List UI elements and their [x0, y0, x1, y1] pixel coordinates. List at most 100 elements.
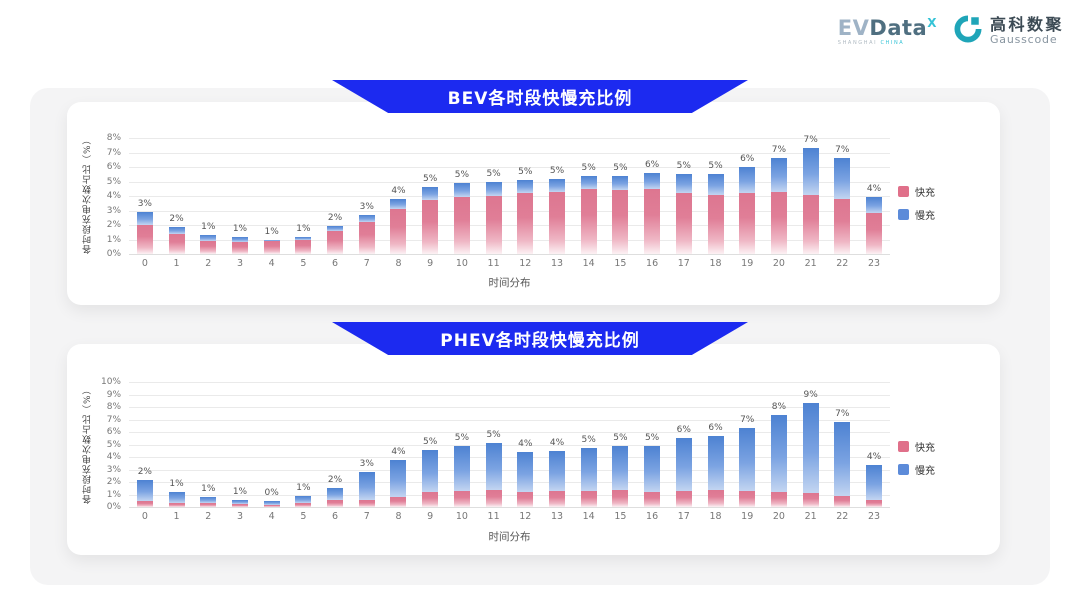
stacked-bar: [770, 158, 787, 254]
gridline: [129, 494, 890, 496]
stacked-bar: [327, 488, 344, 507]
fast-charge-segment: [200, 503, 217, 507]
x-tick-label: 16: [646, 511, 659, 522]
bar-cell: 3%: [351, 138, 383, 254]
bev-plot-area: 3% 2% 1% 1% 1% 1% 2% 3% 4% 5% 5% 5% 5% 5% 5% 5% 6% 5% 5% 6%…: [129, 135, 890, 255]
legend-item-slow: 慢充: [898, 207, 974, 222]
bar-cell: 2%: [129, 382, 161, 507]
slow-charge-segment: [834, 422, 851, 496]
fast-charge-segment: [548, 191, 565, 254]
slow-charge-segment: [168, 492, 185, 503]
x-tick-label: 11: [487, 511, 500, 522]
slow-charge-segment: [422, 187, 439, 201]
x-tick-label: 22: [836, 258, 849, 269]
stacked-bar: [263, 501, 280, 507]
bar-cell: 4%: [509, 382, 541, 507]
x-tick-label: 3: [236, 511, 243, 522]
bar-cell: 6%: [700, 382, 732, 507]
x-tick-label: 7: [363, 511, 370, 522]
fast-charge-segment: [136, 500, 153, 507]
report-container: BEV各时段快慢充比例 各时段充电次数占比（%） 0% 1% 2% 3% 4% 5% 6% 7…: [30, 80, 1050, 585]
bar-cell: 5%: [700, 138, 732, 254]
slow-charge-segment: [453, 182, 470, 198]
fast-charge-segment: [358, 499, 375, 507]
fast-charge-segment: [866, 499, 883, 507]
gridline: [129, 457, 890, 458]
bar-cell: 4%: [383, 382, 415, 507]
stacked-bar: [168, 492, 185, 507]
stacked-bar: [770, 414, 787, 507]
slow-charge-segment: [327, 226, 344, 231]
x-tick-label: 11: [487, 258, 500, 269]
fast-charge-segment: [485, 489, 502, 507]
bar-value-label: 5%: [613, 432, 628, 443]
bar-value-label: 6%: [644, 159, 660, 170]
gausscode-en-text: Gausscode: [989, 33, 1058, 47]
stacked-bar: [675, 438, 692, 507]
x-tick-label: 14: [582, 258, 595, 269]
x-tick-label: 19: [741, 258, 754, 269]
slow-charge-segment: [517, 180, 534, 194]
fast-charge-segment: [612, 190, 629, 254]
evdata-ev-text: EV: [837, 15, 870, 40]
bar-value-label: 8%: [771, 401, 787, 412]
slow-charge-label: 慢充: [915, 466, 935, 477]
bar-value-label: 7%: [771, 145, 787, 156]
gausscode-mark-icon: [953, 14, 983, 48]
bar-value-label: 2%: [169, 214, 184, 225]
stacked-bar: [358, 214, 375, 254]
stacked-bar: [548, 178, 565, 254]
fast-charge-segment: [358, 222, 375, 254]
y-tick-label: 7%: [106, 147, 121, 158]
gridline: [129, 444, 890, 446]
bar-value-label: 7%: [803, 135, 818, 146]
bar-cell: 6%: [668, 382, 700, 507]
slow-charge-segment: [612, 445, 629, 490]
bar-cell: 4%: [858, 138, 890, 254]
x-tick-label: 0: [141, 258, 148, 269]
bar-value-label: 1%: [232, 224, 248, 235]
bar-cell: 1%: [192, 138, 224, 254]
gridline: [129, 225, 890, 226]
stacked-bar: [200, 235, 217, 254]
bar-value-label: 5%: [549, 165, 565, 176]
stacked-bar: [548, 450, 565, 507]
gridline: [129, 254, 890, 255]
fast-charge-segment: [517, 193, 534, 254]
y-tick-label: 8%: [106, 402, 121, 412]
bar-value-label: 5%: [486, 168, 501, 179]
bar-cell: 5%: [573, 382, 605, 507]
slow-charge-segment: [675, 438, 692, 491]
x-tick-label: 14: [582, 511, 595, 522]
bar-cell: 5%: [605, 382, 637, 507]
bev-x-axis-label: 时间分布: [488, 277, 531, 289]
slow-charge-segment: [580, 448, 597, 491]
x-tick-label: 8: [395, 511, 402, 522]
bar-value-label: 5%: [454, 169, 470, 180]
stacked-bar: [358, 472, 375, 507]
phev-chart-title: PHEV各时段快慢充比例: [440, 331, 640, 351]
bar-value-label: 4%: [391, 446, 406, 457]
bar-cell: 3%: [351, 382, 383, 507]
evdata-data-text: Data: [869, 15, 928, 40]
slow-charge-segment: [485, 181, 502, 196]
y-tick-label: 3%: [106, 205, 121, 216]
bar-cell: 5%: [446, 138, 478, 254]
gridline: [129, 181, 890, 183]
stacked-bar: [422, 449, 439, 507]
y-tick-label: 6%: [106, 162, 121, 172]
fast-charge-segment: [580, 490, 597, 507]
stacked-bar: [707, 174, 724, 254]
gridline: [129, 419, 890, 421]
slow-charge-swatch: [898, 464, 909, 475]
slow-charge-segment: [675, 174, 692, 194]
bar-cell: 4%: [383, 138, 415, 254]
fast-charge-segment: [834, 495, 851, 507]
bar-cell: 5%: [509, 138, 541, 254]
x-tick-label: 2: [205, 258, 212, 269]
x-tick-label: 21: [804, 511, 817, 522]
slow-charge-segment: [866, 197, 883, 214]
gridline: [129, 394, 890, 396]
fast-charge-segment: [422, 200, 439, 254]
bar-value-label: 1%: [296, 483, 311, 494]
